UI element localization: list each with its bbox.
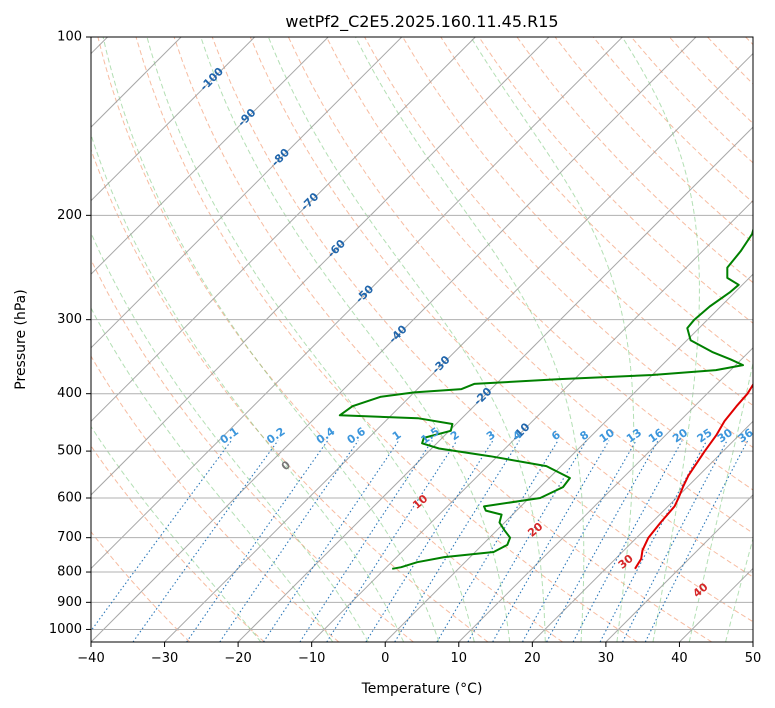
y-tick-label: 700 bbox=[57, 530, 82, 545]
moist-adiabat bbox=[91, 307, 334, 642]
dry-adiabat bbox=[516, 37, 753, 284]
series-layer bbox=[338, 226, 753, 570]
mixing-ratio-line bbox=[436, 440, 559, 642]
y-tick-label: 900 bbox=[57, 595, 82, 610]
isotherm bbox=[605, 494, 753, 642]
moist-adiabat bbox=[267, 37, 546, 642]
mixing-ratio-line bbox=[263, 440, 400, 642]
dry-adiabat bbox=[211, 37, 753, 623]
dry-adiabat bbox=[478, 37, 753, 324]
isotherm bbox=[91, 37, 256, 202]
x-tick-label: 30 bbox=[598, 651, 615, 666]
y-tick-label: 1000 bbox=[49, 622, 82, 637]
isotherm bbox=[531, 420, 753, 642]
mixing-ratio-line bbox=[91, 440, 232, 632]
x-tick-label: 20 bbox=[524, 651, 541, 666]
x-tick-label: 10 bbox=[451, 651, 468, 666]
dry-adiabat bbox=[91, 445, 265, 642]
mixing-ratio-line bbox=[299, 440, 433, 642]
dry-adiabat bbox=[402, 37, 753, 407]
chart-title: wetPf2_C2E5.2025.160.11.45.R15 bbox=[285, 12, 558, 32]
x-tick-label: −20 bbox=[224, 651, 251, 666]
isotherm bbox=[237, 126, 753, 642]
moist-adiabat bbox=[725, 536, 753, 642]
y-axis-label: Pressure (hPa) bbox=[13, 289, 29, 389]
x-tick-label: 50 bbox=[745, 651, 762, 666]
mixing-ratio-line bbox=[132, 440, 279, 642]
isotherm bbox=[458, 347, 753, 642]
moist-adiabat bbox=[688, 360, 753, 642]
isotherm bbox=[384, 273, 753, 642]
mixing-ratio-line bbox=[546, 440, 659, 642]
x-tick-label: 0 bbox=[381, 651, 389, 666]
y-tick-label: 400 bbox=[57, 386, 82, 401]
mixing-ratio-line bbox=[492, 440, 610, 642]
dry-adiabat bbox=[135, 37, 638, 642]
isotherm bbox=[311, 199, 753, 642]
x-tick-label: 40 bbox=[671, 651, 688, 666]
isotherm bbox=[91, 37, 476, 423]
y-tick-label: 200 bbox=[57, 208, 82, 223]
y-tick-label: 300 bbox=[57, 312, 82, 327]
isotherm bbox=[164, 52, 753, 642]
isotherm bbox=[91, 37, 329, 275]
mixing-ratio-line bbox=[219, 440, 359, 642]
x-tick-label: −30 bbox=[151, 651, 178, 666]
x-tick-label: −40 bbox=[77, 651, 104, 666]
y-tick-label: 500 bbox=[57, 444, 82, 459]
x-axis-label: Temperature (°C) bbox=[361, 681, 483, 697]
mixing-ratio-line bbox=[365, 440, 494, 642]
mixing-ratio-line bbox=[326, 440, 458, 642]
dewpoint-line bbox=[338, 226, 753, 570]
isotherm bbox=[91, 37, 623, 570]
isotherm bbox=[91, 37, 403, 349]
moist-adiabat bbox=[146, 37, 475, 642]
dry-adiabat bbox=[326, 37, 753, 491]
mixing-ratio-line bbox=[572, 440, 683, 642]
plot-frame bbox=[90, 36, 754, 643]
moist-adiabat bbox=[621, 37, 700, 642]
temperature-line bbox=[634, 382, 753, 570]
moist-adiabat bbox=[91, 425, 262, 642]
dry-adiabat bbox=[91, 148, 489, 642]
dry-adiabat bbox=[91, 531, 191, 642]
mixing-ratio-line bbox=[186, 440, 329, 642]
mixing-ratio-line bbox=[644, 440, 749, 642]
moist-adiabat bbox=[355, 37, 585, 642]
y-tick-label: 600 bbox=[57, 491, 82, 506]
moist-adiabat bbox=[102, 37, 440, 642]
mixing-ratio-line bbox=[522, 440, 637, 642]
moist-adiabat bbox=[200, 37, 511, 642]
axes: −40 −30 −20 −10 0 10 20 30 40 50 100 200 300 400 500 60… bbox=[49, 30, 761, 667]
background-lines bbox=[91, 37, 753, 642]
x-tick-label: −10 bbox=[298, 651, 325, 666]
dry-adiabat bbox=[249, 37, 753, 578]
y-tick-label: 800 bbox=[57, 565, 82, 580]
dry-adiabat bbox=[97, 37, 563, 642]
moist-adiabat bbox=[91, 231, 369, 642]
isotherm bbox=[91, 37, 697, 642]
y-tick-label: 100 bbox=[57, 30, 82, 45]
dry-adiabat bbox=[91, 355, 340, 642]
isotherm bbox=[91, 37, 550, 496]
mixing-ratio-line bbox=[467, 440, 587, 642]
mixing-ratio-line bbox=[394, 440, 520, 642]
moist-adiabat bbox=[91, 133, 405, 642]
